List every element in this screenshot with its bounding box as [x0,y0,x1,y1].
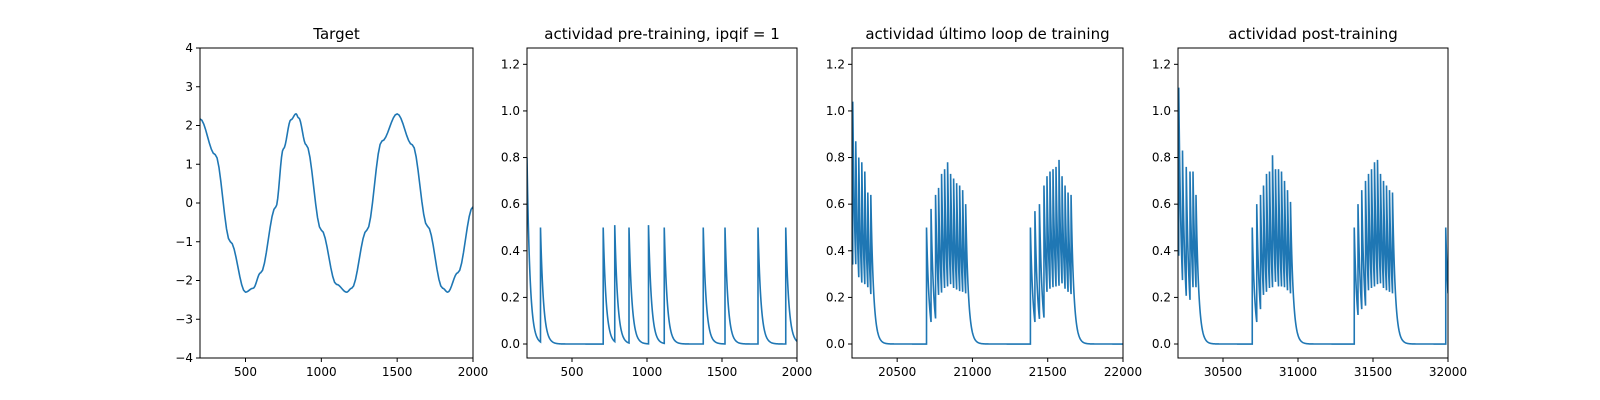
y-tick-label: 0.4 [1152,244,1171,258]
x-tick-label: 21000 [953,365,991,379]
series-line [1178,87,1448,345]
y-tick-label: 0.8 [1152,151,1171,165]
y-tick-label: 1.0 [826,104,845,118]
y-tick-label: 0.0 [501,337,520,351]
x-tick-label: 21500 [1029,365,1067,379]
x-tick-label: 1500 [382,365,413,379]
subplot-title: actividad último loop de training [865,25,1109,43]
y-tick-label: 0.6 [501,197,520,211]
x-tick-label: 1000 [306,365,337,379]
x-tick-label: 2000 [458,365,489,379]
y-tick-label: 1.0 [1152,104,1171,118]
y-tick-label: 1.2 [501,57,520,71]
x-tick-label: 1000 [632,365,663,379]
y-tick-label: 0.8 [826,151,845,165]
y-tick-label: 0.6 [1152,197,1171,211]
y-tick-label: 0.0 [1152,337,1171,351]
y-tick-label: 1.0 [501,104,520,118]
x-tick-label: 500 [561,365,584,379]
axes-frame [199,47,474,359]
x-tick-label: 32000 [1429,365,1467,379]
y-tick-label: 0.2 [1152,290,1171,304]
subplot-title: actividad post-training [1228,25,1397,43]
y-tick-label: 1.2 [826,57,845,71]
subplot-2: 500 1000 1500 2000 0.0 0.2 0.4 0.6 0.8 1.0 1.2 acti… [501,25,812,379]
y-tick-label: 0.4 [501,244,520,258]
y-tick-label: 0 [185,196,193,210]
series-line [200,112,473,293]
subplot-title: Target [312,25,360,43]
series-line [852,101,1123,345]
x-tick-label: 22000 [1104,365,1142,379]
subplot-1: 500 1000 1500 2000 −4 −3 −2 −1 0 1 2 3 4 Target [175,25,488,379]
subplot-3: 20500 21000 21500 22000 0.0 0.2 0.4 0.6 0.8 1.0 1.… [826,25,1142,379]
y-tick-label: 3 [185,80,193,94]
x-tick-label: 20500 [878,365,916,379]
y-tick-label: 4 [185,41,193,55]
axes-frame [851,47,1124,359]
x-tick-label: 31000 [1279,365,1317,379]
y-tick-label: 0.8 [501,151,520,165]
x-tick-label: 1500 [707,365,738,379]
y-tick-label: 0.4 [826,244,845,258]
y-tick-label: −2 [175,274,193,288]
y-tick-label: 0.2 [826,290,845,304]
axes-frame [526,47,798,359]
y-tick-label: 0.0 [826,337,845,351]
x-tick-label: 2000 [782,365,813,379]
y-tick-label: −4 [175,351,193,365]
axes-frame [1177,47,1449,359]
subplot-title: actividad pre-training, ipqif = 1 [544,25,780,43]
y-tick-label: −3 [175,312,193,326]
y-tick-label: −1 [175,235,193,249]
series-line [527,157,797,345]
x-tick-label: 500 [234,365,257,379]
subplot-4: 30500 31000 31500 32000 0.0 0.2 0.4 0.6 0.8 1.0 1.… [1152,25,1467,379]
x-tick-label: 31500 [1354,365,1392,379]
y-tick-label: 1 [185,157,193,171]
y-tick-label: 0.2 [501,290,520,304]
x-tick-label: 30500 [1204,365,1242,379]
y-tick-label: 1.2 [1152,57,1171,71]
y-tick-label: 0.6 [826,197,845,211]
y-tick-label: 2 [185,119,193,133]
